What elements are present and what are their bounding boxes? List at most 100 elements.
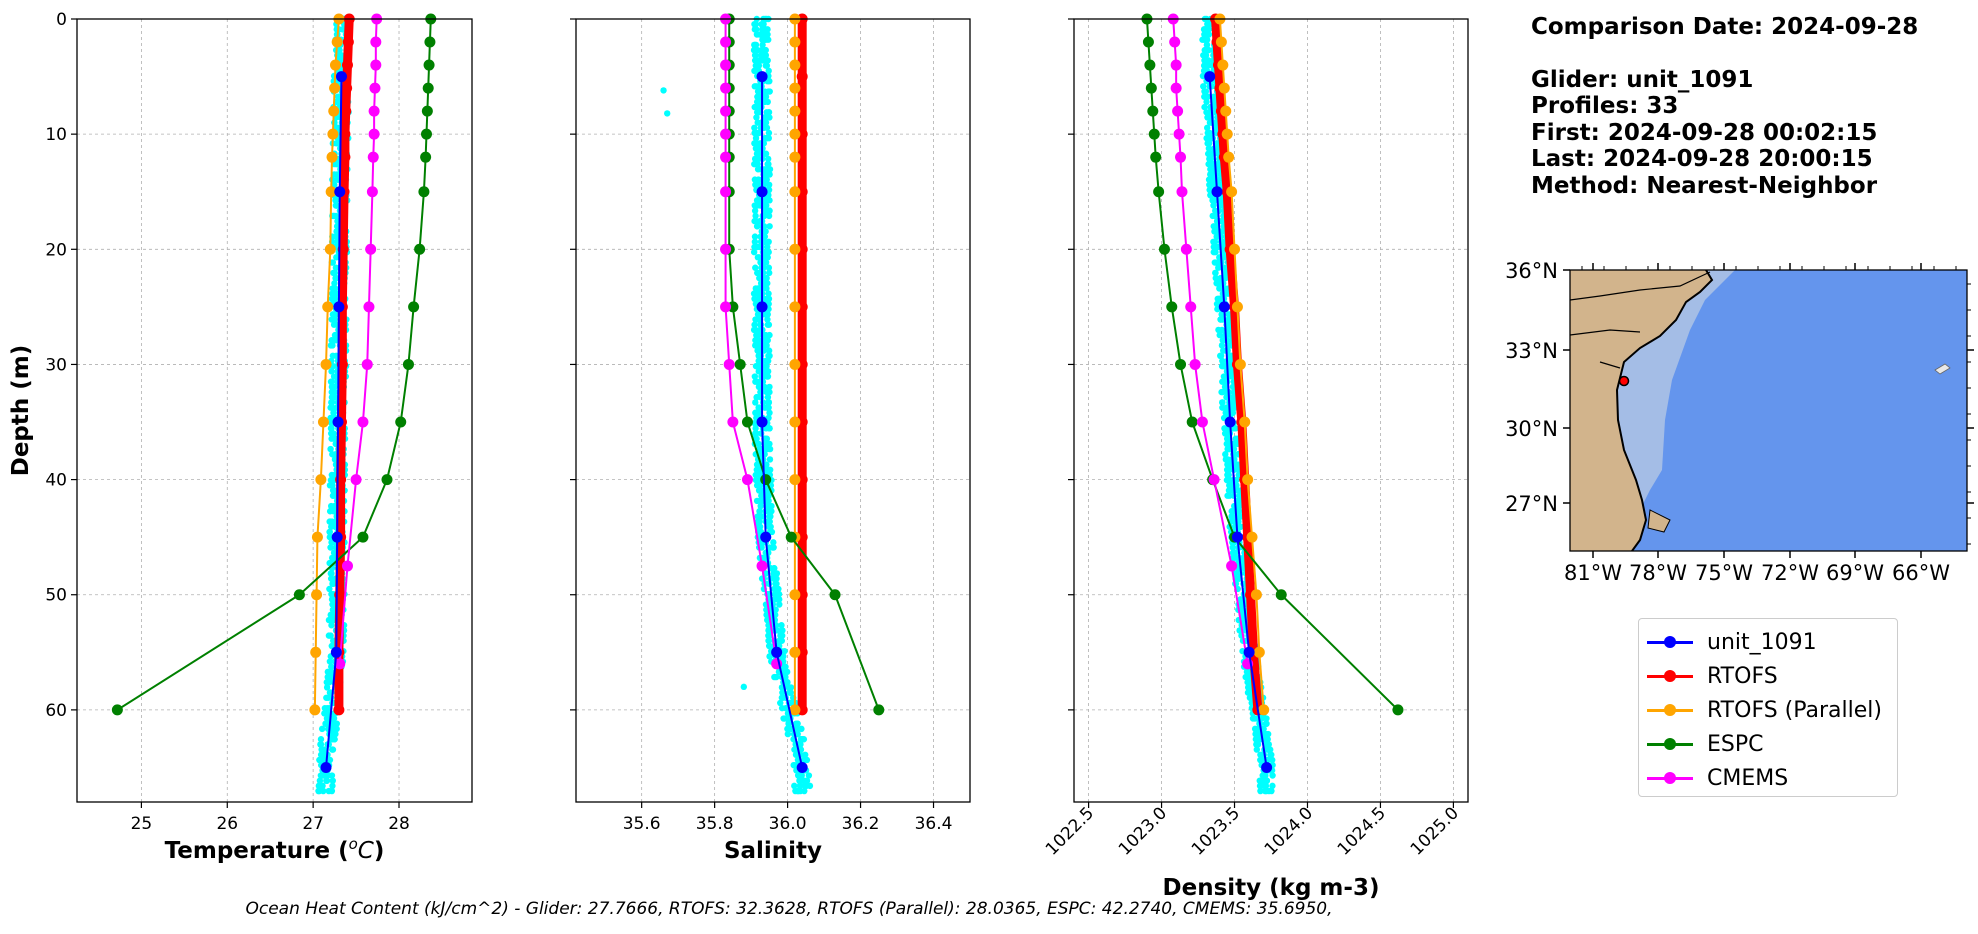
data-point: [789, 36, 801, 48]
glider-scatter-point: [1237, 596, 1244, 603]
glider-scatter-point: [761, 57, 769, 64]
data-point: [357, 416, 369, 428]
glider-scatter-point: [327, 668, 335, 676]
data-point: [727, 416, 739, 428]
glider-scatter-point: [773, 575, 780, 582]
glider-scatter-point: [1214, 280, 1222, 287]
glider-scatter-point: [330, 212, 338, 220]
glider-scatter-point: [785, 684, 792, 691]
glider-scatter-point: [318, 725, 326, 733]
glider-scatter-point: [329, 782, 336, 790]
data-point: [1211, 186, 1223, 198]
glider-scatter-point: [326, 658, 334, 665]
glider-scatter-point: [754, 88, 762, 95]
data-point: [333, 704, 345, 716]
glider-scatter-point: [1218, 342, 1226, 349]
glider-scatter-point: [756, 404, 763, 411]
data-point: [1175, 358, 1187, 370]
glider-scatter-point: [767, 523, 774, 530]
data-point: [329, 82, 341, 94]
data-point: [789, 646, 801, 658]
glider-scatter-point: [795, 772, 802, 779]
glider-scatter-point: [763, 362, 770, 370]
panel-density: 1022.5 1023.0 1023.5 1024.0 1024.5 1025.0 Dens…: [1042, 13, 1469, 901]
glider-scatter-point: [1210, 202, 1217, 209]
data-point: [414, 243, 426, 255]
data-point: [1229, 243, 1241, 255]
glider-scatter-point: [765, 109, 773, 116]
glider-scatter-point: [1218, 399, 1226, 406]
glider-scatter-point: [751, 160, 758, 168]
glider-scatter-point: [777, 637, 784, 644]
series-cmems: [720, 13, 783, 670]
glider-scatter-point: [1210, 248, 1217, 256]
glider-scatter-point: [1259, 772, 1266, 779]
glider-scatter-point: [755, 103, 763, 111]
data-point: [340, 105, 352, 117]
glider-scatter-point: [1244, 668, 1252, 676]
glider-scatter-point: [327, 611, 334, 619]
lon-label: 75°W: [1695, 561, 1753, 585]
glider-scatter-point: [1200, 52, 1207, 59]
glider-scatter-point: [1263, 720, 1270, 727]
glider-scatter-point: [756, 518, 763, 525]
land: [1570, 270, 1712, 551]
glider-scatter-point: [328, 502, 335, 510]
data-point: [723, 358, 735, 370]
data-point: [1145, 82, 1157, 94]
data-point: [361, 358, 373, 370]
x-tick-label: 26: [216, 814, 238, 834]
x-axis-label: Density (kg m-3): [1163, 875, 1380, 901]
glider-scatter-point: [751, 238, 759, 246]
series-rtofs-parallel: [789, 13, 801, 716]
data-point: [1250, 589, 1262, 601]
glider-scatter-point: [755, 368, 762, 375]
x-tick-label: 28: [388, 814, 410, 834]
glider-scatter-point: [1228, 513, 1235, 520]
data-point: [1253, 646, 1265, 658]
data-point: [325, 186, 337, 198]
glider-scatter-point: [765, 212, 773, 220]
glider-scatter-point: [329, 404, 336, 411]
data-point: [720, 105, 732, 117]
glider-scatter-point: [763, 166, 770, 173]
state-border: [1570, 329, 1641, 336]
data-point: [395, 416, 407, 428]
glider-scatter-point: [1203, 134, 1210, 142]
glider-scatter-point: [750, 290, 758, 297]
glider-scatter-point: [797, 777, 804, 784]
glider-scatter-point: [771, 590, 779, 598]
glider-scatter-point: [1269, 756, 1276, 764]
data-point: [1226, 186, 1238, 198]
glider-scatter-point: [762, 31, 769, 38]
data-point: [720, 82, 732, 94]
glider-scatter-point: [781, 715, 788, 722]
glider-scatter-point: [1203, 41, 1211, 49]
data-point: [1169, 36, 1181, 48]
glider-scatter-point: [1216, 331, 1223, 339]
glider-name: Glider: unit_1091: [1531, 66, 1754, 93]
glider-scatter-point: [751, 243, 758, 251]
data-point: [1231, 301, 1243, 313]
glider-scatter-point: [333, 274, 340, 282]
data-point: [1217, 59, 1229, 71]
grid: [1074, 18, 1468, 802]
glider-scatter-point: [326, 585, 333, 593]
data-point: [311, 589, 323, 601]
data-point: [1261, 761, 1273, 773]
glider-scatter-point: [766, 456, 774, 463]
glider-scatter-point: [761, 311, 768, 318]
data-point: [796, 761, 808, 773]
y-tick-label: 10: [45, 125, 67, 145]
data-point: [424, 36, 436, 48]
glider-scatter-point: [1228, 508, 1235, 515]
glider-scatter-point: [757, 502, 764, 510]
glider-scatter-point: [765, 290, 772, 297]
data-point: [370, 36, 382, 48]
series-unit-1091: [756, 71, 808, 773]
data-point: [1196, 416, 1208, 428]
glider-scatter-point: [763, 207, 771, 214]
data-point: [1144, 59, 1156, 71]
data-point: [1150, 151, 1162, 163]
glider-scatter-point: [1257, 751, 1264, 758]
